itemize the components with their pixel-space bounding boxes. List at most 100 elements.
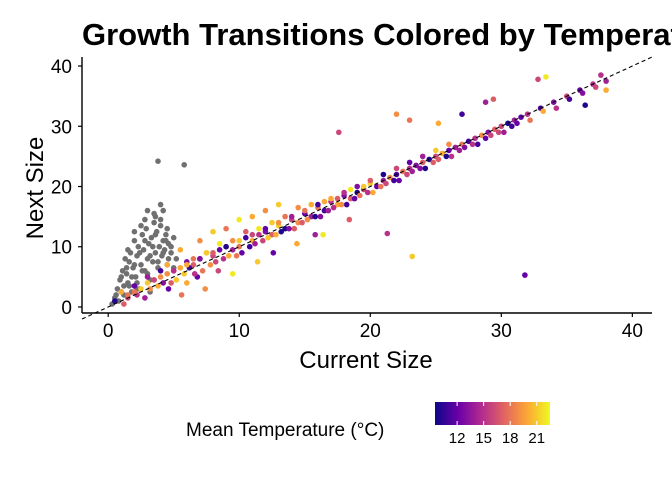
data-point <box>270 250 277 256</box>
y-axis-title: Next Size <box>22 137 49 240</box>
data-point <box>347 186 354 193</box>
data-point-na <box>150 243 156 250</box>
data-point <box>282 213 288 220</box>
data-point-na <box>170 234 177 241</box>
data-point-na <box>155 158 161 164</box>
x-axis-ticks: 0 10 20 30 40 <box>103 313 643 342</box>
data-point <box>236 237 242 244</box>
data-point-na <box>168 243 174 250</box>
data-point <box>282 225 288 232</box>
data-point <box>243 228 249 235</box>
x-axis-title: Current Size <box>299 347 432 374</box>
data-point-na <box>136 250 143 256</box>
data-point-na <box>118 274 125 280</box>
data-point <box>203 250 210 256</box>
data-point <box>181 271 187 277</box>
data-point <box>439 150 446 157</box>
data-point <box>294 240 300 247</box>
data-point <box>273 231 279 238</box>
data-point-na <box>125 247 131 253</box>
data-point <box>229 271 236 277</box>
data-point-na <box>113 292 119 298</box>
data-point-na <box>147 253 153 259</box>
data-point <box>540 108 546 114</box>
data-point-na <box>131 237 138 244</box>
data-point <box>312 213 319 220</box>
data-point <box>488 132 494 139</box>
data-point <box>168 280 174 286</box>
data-point-na <box>138 262 144 268</box>
data-point-na <box>135 243 142 250</box>
data-point <box>210 228 216 235</box>
data-point-na <box>152 231 159 238</box>
data-point <box>351 195 358 202</box>
data-point <box>144 280 151 286</box>
data-point <box>254 259 261 265</box>
data-point <box>378 183 384 190</box>
data-point-na <box>146 240 152 247</box>
legend-tick-label: 18 <box>502 430 519 447</box>
y-tick-label: 10 <box>51 238 72 259</box>
data-point-na <box>123 265 130 271</box>
data-point <box>446 141 452 148</box>
data-point <box>509 123 515 130</box>
data-point-na <box>150 259 156 265</box>
data-point <box>527 117 533 123</box>
data-point <box>452 144 459 151</box>
legend-colorbar <box>435 402 550 425</box>
data-point <box>308 213 315 220</box>
data-point <box>131 283 138 289</box>
data-point <box>308 201 315 208</box>
data-point <box>184 262 190 268</box>
data-point <box>212 259 219 265</box>
data-point <box>320 231 326 238</box>
data-point <box>260 237 266 244</box>
data-point <box>165 286 172 292</box>
data-point <box>566 96 573 102</box>
y-tick-label: 20 <box>51 178 72 199</box>
data-point <box>210 250 216 256</box>
x-tick-label: 10 <box>229 321 250 342</box>
data-point-na <box>152 250 159 256</box>
data-point <box>269 231 275 238</box>
data-point <box>236 243 242 250</box>
data-point-na <box>114 286 121 292</box>
data-point <box>404 171 410 178</box>
data-point <box>582 102 588 108</box>
data-point <box>433 147 439 154</box>
legend-title: Mean Temperature (°C) <box>186 420 384 441</box>
data-point-na <box>140 247 147 253</box>
data-point <box>229 237 236 244</box>
data-point <box>191 271 198 277</box>
data-point <box>144 274 151 280</box>
data-point <box>131 289 138 295</box>
data-point-na <box>148 234 155 241</box>
data-point <box>435 156 442 163</box>
data-point <box>357 192 363 199</box>
data-point <box>190 255 197 262</box>
data-point <box>360 183 367 190</box>
data-point-na <box>142 216 148 223</box>
data-point <box>419 153 426 160</box>
data-point <box>364 189 371 196</box>
data-point <box>482 99 489 105</box>
data-point <box>448 153 455 160</box>
y-tick-label: 40 <box>51 57 72 78</box>
data-point <box>262 207 269 214</box>
data-point <box>202 286 208 292</box>
data-point <box>138 286 144 292</box>
data-point <box>249 213 256 220</box>
data-point <box>215 268 222 274</box>
data-point <box>328 195 334 202</box>
data-point <box>216 247 223 253</box>
data-point <box>435 120 442 127</box>
data-point <box>207 262 214 268</box>
data-point <box>472 135 478 142</box>
data-point <box>312 231 319 238</box>
data-point <box>199 268 206 274</box>
data-point <box>334 201 341 208</box>
data-point-na <box>139 268 146 274</box>
data-point <box>295 204 302 211</box>
data-point <box>197 237 203 244</box>
data-point <box>543 74 549 80</box>
